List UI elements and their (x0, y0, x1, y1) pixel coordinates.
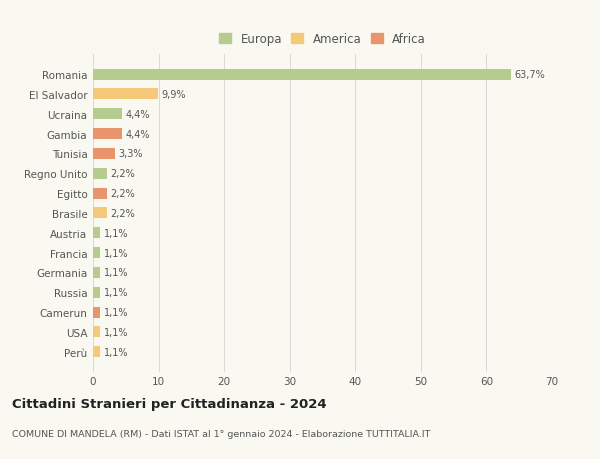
Text: 3,3%: 3,3% (118, 149, 142, 159)
Text: 1,1%: 1,1% (103, 248, 128, 258)
Text: 2,2%: 2,2% (111, 169, 136, 179)
Text: 1,1%: 1,1% (103, 308, 128, 317)
Text: 2,2%: 2,2% (111, 189, 136, 199)
Bar (93, 208, 107, 219)
Text: COMUNE DI MANDELA (RM) - Dati ISTAT al 1° gennaio 2024 - Elaborazione TUTTITALIA: COMUNE DI MANDELA (RM) - Dati ISTAT al 1… (12, 429, 430, 438)
Bar (93, 307, 100, 318)
Bar (93, 228, 100, 239)
Bar (93, 267, 100, 278)
Bar (93, 129, 122, 140)
Text: 63,7%: 63,7% (514, 70, 545, 80)
Text: 1,1%: 1,1% (103, 268, 128, 278)
Text: 1,1%: 1,1% (103, 228, 128, 238)
Text: 1,1%: 1,1% (103, 347, 128, 357)
Bar (93, 287, 100, 298)
Bar (93, 347, 100, 358)
Text: 1,1%: 1,1% (103, 288, 128, 297)
Bar (93, 168, 107, 179)
Text: Cittadini Stranieri per Cittadinanza - 2024: Cittadini Stranieri per Cittadinanza - 2… (12, 397, 326, 410)
Text: 1,1%: 1,1% (103, 327, 128, 337)
Bar (93, 69, 511, 80)
Text: 4,4%: 4,4% (125, 110, 149, 119)
Text: 9,9%: 9,9% (161, 90, 185, 100)
Bar (93, 327, 100, 338)
Legend: Europa, America, Africa: Europa, America, Africa (215, 29, 430, 49)
Text: 2,2%: 2,2% (111, 208, 136, 218)
Bar (93, 149, 115, 160)
Bar (93, 247, 100, 258)
Text: 4,4%: 4,4% (125, 129, 149, 139)
Bar (93, 188, 107, 199)
Bar (93, 89, 158, 100)
Bar (93, 109, 122, 120)
